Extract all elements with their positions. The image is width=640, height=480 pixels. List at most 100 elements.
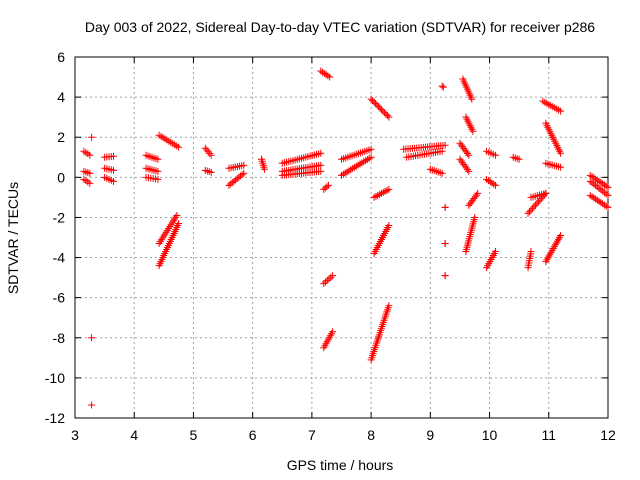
- data-point: [385, 185, 393, 193]
- data-point: [474, 189, 482, 197]
- data-point: [438, 82, 446, 90]
- data-point: [599, 200, 607, 208]
- data-point: [207, 168, 215, 176]
- data-point: [88, 334, 96, 342]
- data-point: [526, 208, 534, 216]
- data-point: [88, 401, 96, 409]
- data-point: [491, 248, 499, 256]
- data-point: [323, 183, 331, 191]
- data-point: [175, 219, 183, 227]
- y-tick-label: -12: [45, 410, 65, 426]
- data-point: [586, 177, 594, 185]
- data-point: [542, 189, 550, 197]
- y-tick-label: -10: [45, 370, 65, 386]
- data-point: [319, 68, 327, 76]
- data-point: [373, 101, 381, 109]
- data-point: [441, 141, 449, 149]
- data-point: [326, 73, 334, 81]
- data-point: [595, 197, 603, 205]
- data-point: [317, 161, 325, 169]
- data-point: [173, 211, 181, 219]
- data-point: [472, 191, 480, 199]
- data-point: [595, 177, 603, 185]
- plot-border: [74, 56, 609, 419]
- data-point: [377, 106, 385, 114]
- data-point: [379, 107, 387, 115]
- y-tick-label: -6: [53, 290, 66, 306]
- data-point: [238, 171, 246, 179]
- x-tick-label: 7: [308, 427, 316, 443]
- data-point: [441, 272, 449, 280]
- data-point: [109, 177, 117, 185]
- data-point: [385, 113, 393, 121]
- data-point: [317, 149, 325, 157]
- data-point: [595, 184, 603, 192]
- data-point: [527, 206, 535, 214]
- data-point: [599, 187, 607, 195]
- data-point: [240, 169, 248, 177]
- data-point: [154, 167, 162, 175]
- data-point: [602, 190, 610, 198]
- data-point: [367, 95, 375, 103]
- data-point: [471, 213, 479, 221]
- data-point: [468, 95, 476, 103]
- data-point: [322, 278, 330, 286]
- data-point: [385, 221, 393, 229]
- data-point: [438, 169, 446, 177]
- data-point: [590, 180, 598, 188]
- chart-title: Day 003 of 2022, Sidereal Day-to-day VTE…: [85, 19, 595, 35]
- data-point: [322, 71, 330, 79]
- data-point: [483, 175, 491, 183]
- data-point: [385, 302, 393, 310]
- data-point: [369, 97, 377, 105]
- data-point: [324, 181, 332, 189]
- data-point: [597, 199, 605, 207]
- y-tick-label: 4: [57, 89, 65, 105]
- data-point: [317, 167, 325, 175]
- data-point: [261, 165, 269, 173]
- y-tick-label: -8: [53, 330, 66, 346]
- y-tick-label: 2: [57, 129, 65, 145]
- data-point: [602, 182, 610, 190]
- data-point: [370, 98, 378, 106]
- data-point: [592, 175, 600, 183]
- data-point: [588, 193, 596, 201]
- data-point: [533, 199, 541, 207]
- x-tick-label: 12: [600, 427, 616, 443]
- data-point: [329, 272, 337, 280]
- data-point: [586, 191, 594, 199]
- data-point: [375, 103, 383, 111]
- data-point: [604, 191, 612, 199]
- data-point: [486, 178, 494, 186]
- data-point: [600, 201, 608, 209]
- data-point: [592, 195, 600, 203]
- data-point: [490, 180, 498, 188]
- data-point: [586, 171, 594, 179]
- data-point: [367, 153, 375, 161]
- x-axis-label: GPS time / hours: [287, 457, 394, 473]
- data-point: [557, 163, 565, 171]
- data-point: [203, 146, 211, 154]
- data-point: [592, 182, 600, 190]
- data-point: [86, 151, 94, 159]
- data-point: [383, 112, 391, 120]
- data-point: [530, 203, 538, 211]
- data-point: [207, 151, 215, 159]
- data-point: [317, 67, 325, 75]
- data-point: [604, 183, 612, 191]
- data-point: [488, 179, 496, 187]
- data-point: [441, 203, 449, 211]
- data-point: [604, 203, 612, 211]
- data-point: [439, 83, 447, 91]
- x-tick-label: 5: [190, 427, 198, 443]
- data-point: [491, 181, 499, 189]
- data-point: [534, 198, 542, 206]
- data-point: [327, 273, 335, 281]
- data-point: [597, 179, 605, 187]
- data-point: [531, 201, 539, 209]
- data-point: [323, 276, 331, 284]
- data-point: [325, 275, 333, 283]
- y-axis-label: SDTVAR / TECUs: [5, 182, 21, 294]
- data-point: [109, 152, 117, 160]
